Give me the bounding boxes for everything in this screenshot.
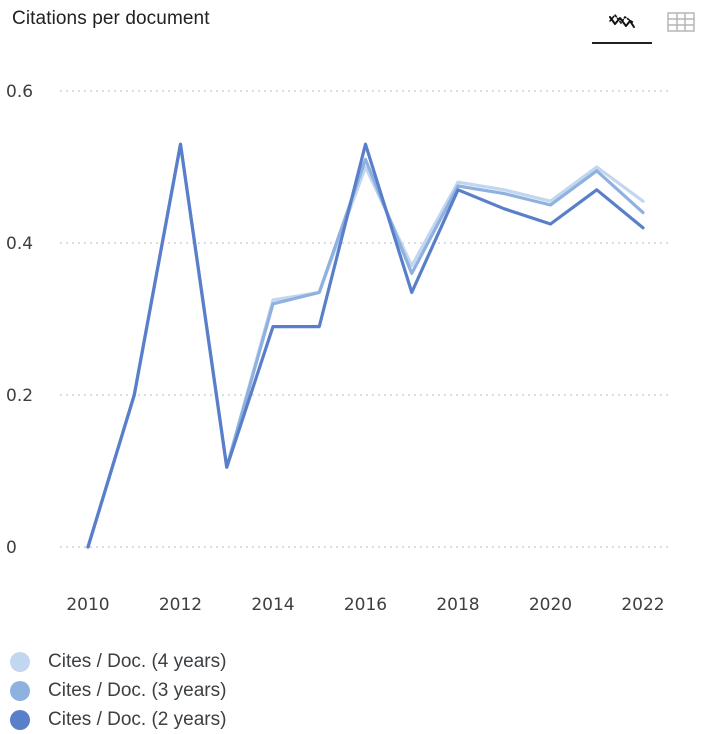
legend-item-3-years[interactable]: Cites / Doc. (3 years) <box>10 676 226 705</box>
y-tick-label: 0.6 <box>6 82 33 102</box>
x-tick-label: 2020 <box>529 595 572 615</box>
series-line-3-years <box>88 144 643 547</box>
chart-legend: Cites / Doc. (4 years) Cites / Doc. (3 y… <box>10 647 226 734</box>
x-tick-label: 2022 <box>621 595 664 615</box>
x-tick-label: 2010 <box>66 595 109 615</box>
y-tick-label: 0.4 <box>6 234 33 254</box>
legend-swatch-3-years <box>10 681 30 701</box>
line-chart: 0 0.2 0.4 0.6 2010 2012 2014 2016 2018 2020 2022 <box>0 60 715 630</box>
legend-label-3-years: Cites / Doc. (3 years) <box>48 680 226 702</box>
x-tick-label: 2018 <box>436 595 479 615</box>
chart-header: Citations per document <box>0 0 715 48</box>
legend-label-4-years: Cites / Doc. (4 years) <box>48 651 226 673</box>
legend-swatch-4-years <box>10 652 30 672</box>
y-tick-label: 0 <box>6 538 17 558</box>
legend-label-2-years: Cites / Doc. (2 years) <box>48 709 226 731</box>
y-tick-label: 0.2 <box>6 386 33 406</box>
chart-area: 0 0.2 0.4 0.6 2010 2012 2014 2016 2018 2020 2022 <box>0 60 715 635</box>
x-tick-label: 2016 <box>344 595 387 615</box>
series-line-4-years <box>88 144 643 547</box>
line-chart-icon <box>608 11 636 33</box>
legend-item-4-years[interactable]: Cites / Doc. (4 years) <box>10 647 226 676</box>
chart-view-button[interactable] <box>592 2 652 44</box>
table-view-button[interactable] <box>664 2 698 42</box>
x-tick-label: 2014 <box>251 595 294 615</box>
chart-title: Citations per document <box>12 8 210 30</box>
series-line-2-years <box>88 144 643 547</box>
legend-swatch-2-years <box>10 710 30 730</box>
legend-item-2-years[interactable]: Cites / Doc. (2 years) <box>10 705 226 734</box>
view-toggle <box>592 0 702 46</box>
x-tick-label: 2012 <box>159 595 202 615</box>
table-grid-icon <box>667 12 695 32</box>
